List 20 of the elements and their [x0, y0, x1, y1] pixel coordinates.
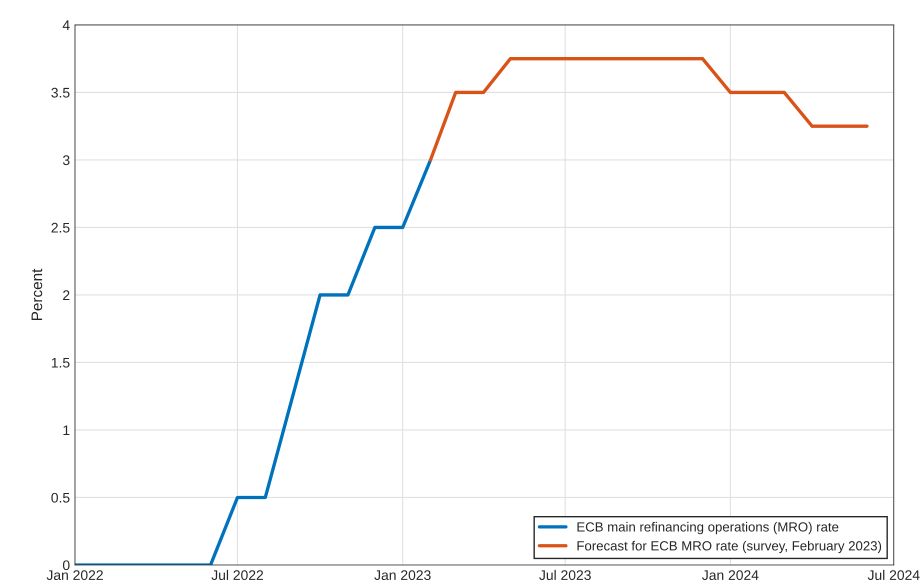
y-tick-label: 4	[62, 20, 70, 30]
line-series	[428, 57, 869, 162]
x-tick-label: Jul 2023	[539, 570, 591, 580]
x-tick-label: Jan 2023	[374, 570, 431, 580]
y-tick-label: 0	[62, 560, 70, 570]
y-tick-label: 2	[63, 290, 70, 300]
y-tick-label: 3.5	[51, 88, 70, 98]
y-tick-label: 1.5	[52, 358, 70, 368]
y-axis-title: Percent	[32, 268, 42, 320]
y-tick-label: 3	[62, 155, 70, 166]
x-tick-label: Jan 2022	[46, 570, 103, 580]
y-tick-label: 1	[63, 425, 70, 436]
x-tick-label: Jan 2024	[702, 570, 759, 580]
legend-label: Forecast for ECB MRO rate (survey, February 2023)	[577, 540, 882, 554]
x-tick-label: Jul 2022	[211, 570, 264, 580]
x-tick-label: Jul 2024	[868, 570, 920, 580]
y-tick-label: 0.5	[51, 492, 70, 503]
y-tick-label: 2.5	[52, 222, 70, 233]
line-series	[74, 158, 432, 565]
legend-label: ECB main refinancing operations (MRO) rate	[577, 522, 838, 534]
